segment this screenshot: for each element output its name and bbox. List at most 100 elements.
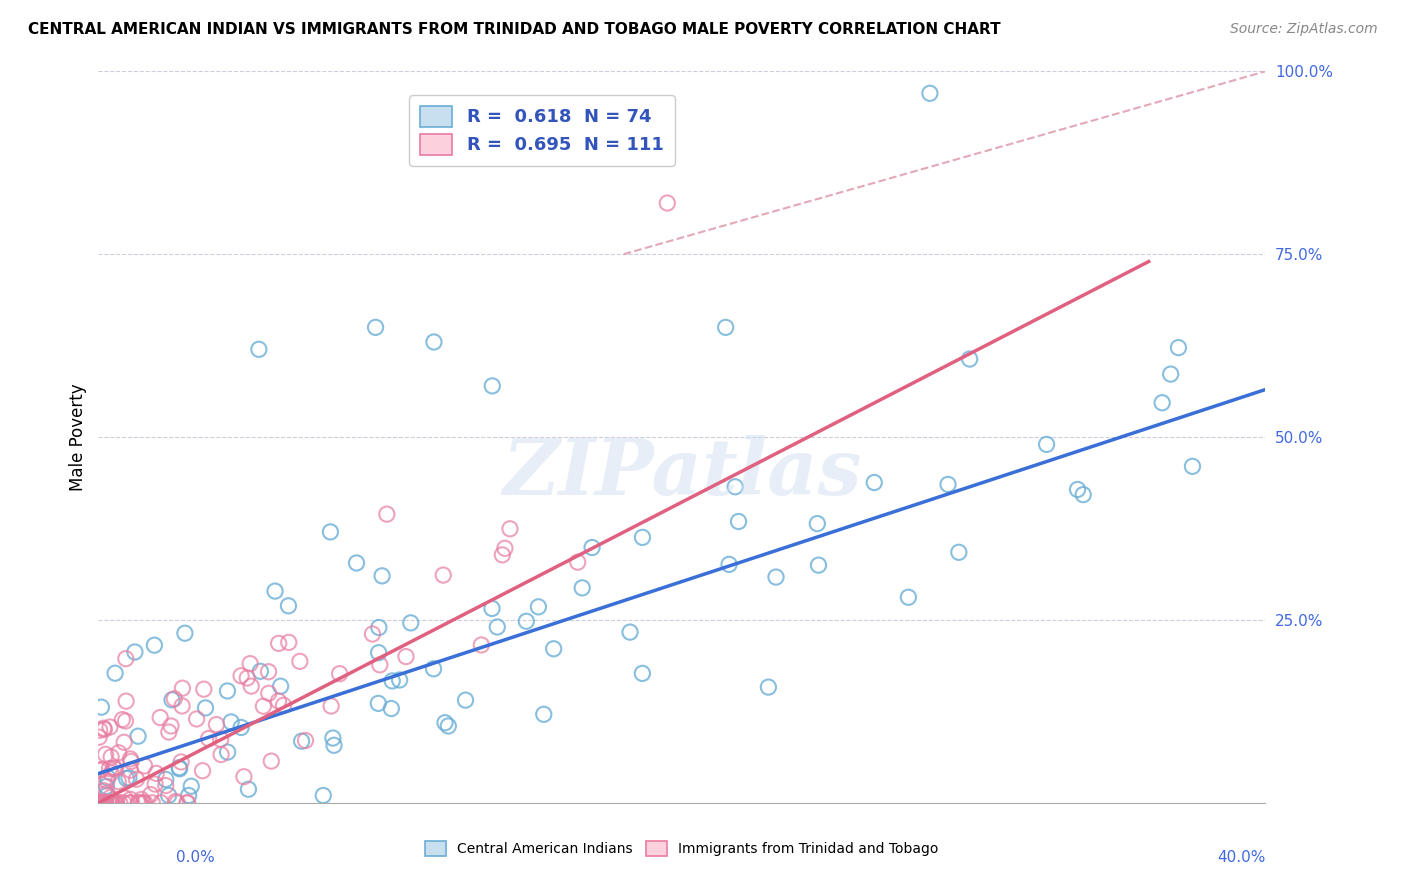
Point (157, 725, 180, 739)
Point (631, 666, 654, 681)
Point (727, 515, 749, 529)
Point (323, 739, 346, 753)
Point (166, 796, 188, 810)
Point (114, 714, 136, 728)
Point (177, 789, 200, 803)
Point (205, 717, 228, 731)
Point (90, 796, 112, 810)
Point (724, 480, 747, 494)
Point (232, 770, 254, 784)
Point (97, 796, 120, 810)
Point (143, 638, 166, 652)
Point (129, 796, 152, 810)
Point (96, 780, 118, 794)
Point (240, 679, 263, 693)
Text: 0.0%: 0.0% (176, 850, 215, 865)
Point (100, 796, 122, 810)
Point (217, 684, 239, 698)
Point (322, 731, 344, 745)
Point (217, 745, 239, 759)
Legend: Central American Indians, Immigrants from Trinidad and Tobago: Central American Indians, Immigrants fro… (419, 836, 945, 862)
Point (267, 694, 290, 708)
Point (267, 636, 290, 650)
Point (368, 657, 391, 672)
Point (94, 796, 117, 810)
Point (172, 698, 194, 713)
Point (176, 796, 198, 810)
Point (260, 754, 283, 768)
Point (434, 715, 457, 730)
Point (219, 714, 242, 729)
Point (100, 750, 122, 764)
Point (157, 789, 180, 803)
Point (918, 87, 941, 101)
Point (134, 759, 156, 773)
Point (367, 646, 389, 660)
Point (90, 700, 112, 714)
Point (1181, 459, 1204, 474)
Point (491, 548, 513, 562)
Point (277, 599, 299, 613)
Point (118, 796, 141, 810)
Point (89, 764, 111, 778)
Point (371, 569, 394, 583)
Point (118, 771, 141, 785)
Point (101, 796, 124, 810)
Point (121, 796, 143, 810)
Point (367, 697, 389, 711)
Point (470, 638, 492, 652)
Y-axis label: Male Poverty: Male Poverty (69, 384, 87, 491)
Point (631, 530, 654, 544)
Text: CENTRAL AMERICAN INDIAN VS IMMIGRANTS FROM TRINIDAD AND TOBAGO MALE POVERTY CORR: CENTRAL AMERICAN INDIAN VS IMMIGRANTS FR… (28, 22, 1001, 37)
Point (163, 691, 186, 706)
Point (543, 641, 565, 656)
Point (91, 796, 114, 810)
Point (108, 796, 131, 810)
Point (120, 792, 142, 806)
Point (94, 796, 117, 810)
Point (93, 723, 115, 737)
Point (180, 779, 202, 793)
Point (361, 627, 384, 641)
Point (533, 707, 555, 722)
Point (209, 732, 232, 747)
Text: 40.0%: 40.0% (1218, 850, 1265, 865)
Point (139, 788, 162, 802)
Point (103, 796, 125, 810)
Point (257, 686, 280, 700)
Point (169, 761, 191, 775)
Point (131, 792, 153, 806)
Point (388, 673, 411, 687)
Point (93, 721, 115, 735)
Point (91, 796, 114, 810)
Point (364, 320, 387, 334)
Point (143, 777, 166, 791)
Point (807, 558, 830, 573)
Point (329, 666, 352, 681)
Point (89, 795, 111, 809)
Point (247, 343, 270, 357)
Point (312, 789, 335, 803)
Point (277, 635, 299, 649)
Point (619, 625, 641, 640)
Point (515, 614, 537, 628)
Point (193, 682, 215, 697)
Point (264, 584, 287, 599)
Point (197, 731, 219, 746)
Point (176, 796, 198, 810)
Point (96, 787, 118, 801)
Point (94, 796, 117, 810)
Point (149, 710, 172, 724)
Point (172, 681, 194, 696)
Point (423, 334, 446, 349)
Point (381, 673, 404, 688)
Point (89, 796, 111, 810)
Point (111, 713, 134, 727)
Point (186, 712, 208, 726)
Point (127, 729, 149, 743)
Point (169, 762, 191, 776)
Point (107, 746, 129, 760)
Point (319, 524, 342, 539)
Point (494, 541, 516, 556)
Point (948, 545, 970, 559)
